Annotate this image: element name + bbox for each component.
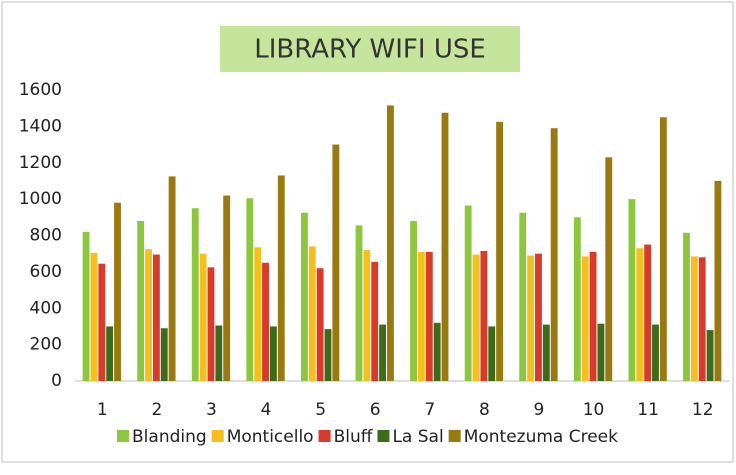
legend-swatch [318, 430, 331, 442]
bar [652, 324, 659, 381]
bar [160, 328, 168, 381]
bar [496, 121, 504, 381]
x-tick-label: 3 [206, 400, 217, 420]
bar [472, 254, 480, 381]
bar [277, 175, 285, 381]
bar [683, 232, 690, 381]
bar [527, 255, 535, 381]
y-tick-label: 1400 [19, 116, 62, 136]
bar [82, 231, 90, 381]
bar [535, 253, 542, 381]
bar [480, 250, 488, 381]
bar [550, 128, 558, 381]
bar [488, 326, 496, 381]
y-tick-label: 600 [30, 262, 62, 282]
y-tick-label: 1000 [19, 189, 62, 209]
y-tick-label: 200 [30, 335, 62, 355]
x-tick-label: 11 [637, 400, 659, 420]
bar [223, 195, 231, 381]
bar [418, 251, 425, 381]
bar [690, 256, 698, 381]
bar [145, 249, 152, 381]
bar [597, 323, 605, 381]
bar [106, 326, 114, 381]
bar [114, 202, 121, 381]
bar [191, 208, 199, 381]
chart-title: LIBRARY WIFI USE [254, 35, 486, 65]
bar [425, 251, 433, 381]
bar [90, 252, 98, 381]
bar [581, 256, 589, 381]
bar [605, 157, 613, 381]
bar [542, 324, 550, 381]
bar [714, 180, 722, 381]
y-tick-label: 800 [30, 226, 62, 246]
bar [98, 263, 106, 381]
x-tick-label: 4 [261, 400, 272, 420]
bar [659, 117, 667, 381]
bar [573, 217, 581, 381]
bar [589, 251, 597, 381]
bar [519, 212, 527, 381]
bar [433, 322, 441, 381]
legend-label: Bluff [334, 427, 374, 447]
legend-label: Blanding [132, 427, 207, 447]
x-tick-label: 10 [583, 400, 605, 420]
bar [262, 262, 269, 381]
legend-swatch [448, 430, 461, 442]
legend-swatch [117, 430, 130, 442]
bar [269, 326, 277, 381]
bar [137, 220, 145, 381]
y-tick-label: 400 [30, 298, 62, 318]
legend-label: Monticello [227, 427, 314, 447]
title-background [220, 26, 520, 72]
bar [168, 176, 176, 381]
bar [379, 324, 386, 381]
x-tick-label: 2 [151, 400, 162, 420]
x-tick-label: 12 [692, 400, 714, 420]
legend-swatch [377, 430, 390, 442]
y-tick-label: 1600 [19, 80, 62, 100]
bar [698, 257, 706, 381]
x-tick-label: 6 [370, 400, 381, 420]
x-tick-label: 8 [479, 400, 490, 420]
x-tick-label: 1 [97, 400, 108, 420]
bar [246, 198, 254, 381]
bar [644, 244, 652, 381]
bar [636, 248, 644, 381]
bar [199, 253, 207, 381]
bar [464, 205, 472, 381]
bar [355, 225, 363, 381]
y-tick-label: 1200 [19, 153, 62, 173]
bar [706, 330, 714, 381]
bar [363, 250, 371, 381]
x-tick-label: 7 [424, 400, 435, 420]
bar [316, 268, 324, 381]
legend-swatch [211, 430, 224, 442]
bar [308, 246, 316, 381]
bar [628, 199, 636, 381]
bar [324, 329, 332, 381]
bar [207, 267, 215, 381]
x-tick-label: 5 [315, 400, 326, 420]
legend-label: La Sal [392, 427, 443, 447]
bar [386, 105, 394, 381]
bar [152, 254, 160, 381]
bar [441, 112, 449, 381]
x-tick-label: 9 [534, 400, 545, 420]
bar [410, 220, 418, 381]
y-tick-label: 0 [51, 371, 62, 391]
bar [371, 261, 379, 381]
bar [215, 325, 223, 381]
bar [254, 247, 262, 381]
bar [332, 144, 340, 381]
bar [300, 212, 308, 381]
legend-label: Montezuma Creek [464, 427, 618, 447]
